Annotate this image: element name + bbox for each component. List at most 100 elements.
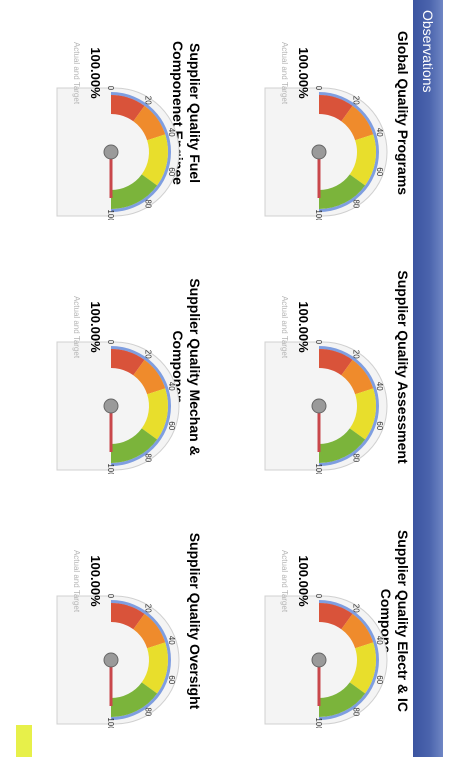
gauge-band — [319, 95, 353, 122]
gauge-tick-label: 60 — [167, 421, 176, 430]
gauge-tick-label: 20 — [144, 350, 153, 359]
gauge-tick-labels: 0 20 40 60 80 100 — [314, 86, 384, 220]
gauge-card[interactable]: Supplier Quality Assessment 0 20 40 60 80 100… — [211, 262, 411, 474]
gauge-value: 100.00% — [88, 301, 103, 353]
gauge-tick-label: 80 — [352, 199, 361, 208]
gauge-tick-label: 100 — [314, 717, 323, 728]
needle-hub — [311, 398, 327, 414]
gauge-tick-label: 60 — [375, 675, 384, 684]
gauge-band — [341, 359, 374, 395]
gauge-tick-label: 60 — [375, 421, 384, 430]
gauge-tick-label: 60 — [167, 675, 176, 684]
gauge-tick-label: 20 — [352, 604, 361, 613]
needle-hub — [103, 652, 119, 668]
gauge-tick-label: 100 — [106, 463, 115, 474]
gauge-caption: Actual and Target — [72, 295, 81, 359]
gauge-band — [319, 349, 353, 376]
gauge-band — [111, 95, 145, 122]
gauge-dial: 0 20 40 60 80 100 — [264, 340, 388, 474]
gauge-caption: Actual and Target — [280, 295, 289, 359]
gauge-card[interactable]: Supplier Quality Fuel Componenet Enginee… — [3, 8, 203, 220]
gauge-tick-label: 0 — [314, 340, 323, 345]
gauge-band — [319, 682, 366, 717]
gauge-bands — [319, 600, 379, 720]
gauge-bands — [319, 92, 379, 212]
gauge-tick-label: 80 — [352, 707, 361, 716]
gauge-band — [141, 388, 169, 440]
gauge-band — [341, 613, 374, 649]
gauge-band — [111, 428, 158, 463]
gauge-tick-label: 60 — [167, 167, 176, 176]
gauge-tick-label: 40 — [167, 636, 176, 645]
gauge-band — [133, 105, 166, 141]
gauge-tick-label: 0 — [106, 86, 115, 91]
gauge-band — [111, 174, 158, 209]
gauge-dial: 0 20 40 60 80 100 — [264, 594, 388, 728]
gauge-band — [349, 134, 377, 186]
gauge-band — [319, 174, 366, 209]
gauge-band — [349, 642, 377, 694]
gauge-tick-label: 0 — [314, 86, 323, 91]
gauge-value: 100.00% — [88, 47, 103, 99]
gauge-tick-label: 40 — [375, 636, 384, 645]
gauge-caption: Actual and Target — [280, 549, 289, 613]
gauge-tick-label: 100 — [314, 463, 323, 474]
gauge-band — [319, 603, 353, 630]
needle-hub — [103, 398, 119, 414]
gauge-card[interactable]: Global Quality Programs 0 20 40 60 80 100 100… — [211, 8, 411, 220]
gauge-tick-label: 80 — [144, 199, 153, 208]
gauge-value: 100.00% — [88, 555, 103, 607]
needle-hub — [311, 144, 327, 160]
gauge-tick-label: 20 — [352, 350, 361, 359]
gauge-tick-label: 80 — [144, 453, 153, 462]
gauge-value: 100.00% — [296, 47, 311, 99]
gauge-bands — [111, 600, 171, 720]
gauge-tick-labels: 0 20 40 60 80 100 — [314, 340, 384, 474]
gauge-tick-labels: 0 20 40 60 80 100 — [106, 86, 176, 220]
gauge-tick-label: 100 — [106, 209, 115, 220]
gauge-tick-label: 0 — [106, 594, 115, 599]
gauge-tick-label: 80 — [144, 707, 153, 716]
gauge-caption: Actual and Target — [72, 549, 81, 613]
gauge-tick-labels: 0 20 40 60 80 100 — [314, 594, 384, 728]
gauge-card[interactable]: Supplier Quality Mechan & Componen 0 20 40… — [3, 262, 203, 474]
gauge-band — [133, 359, 166, 395]
gauge-value: 100.00% — [296, 301, 311, 353]
gauge-band — [349, 388, 377, 440]
gauge-dial: 0 20 40 60 80 100 — [56, 86, 180, 220]
gauge-tick-labels: 0 20 40 60 80 100 — [106, 340, 176, 474]
needle-hub — [103, 144, 119, 160]
gauge-tick-label: 60 — [375, 167, 384, 176]
gauge-tick-label: 40 — [375, 382, 384, 391]
gauge-tick-label: 20 — [144, 604, 153, 613]
gauge-band — [111, 682, 158, 717]
observations-header: Observations — [413, 0, 443, 757]
gauge-band — [319, 428, 366, 463]
gauge-dial: 0 20 40 60 80 100 — [56, 594, 180, 728]
gauge-band — [111, 603, 145, 630]
highlight-marker — [16, 725, 32, 757]
gauge-band — [341, 105, 374, 141]
gauge-card[interactable]: Supplier Quality Oversight 0 20 40 60 80 100 … — [3, 516, 203, 728]
gauge-bands — [319, 346, 379, 466]
gauge-band — [133, 613, 166, 649]
gauge-tick-label: 80 — [352, 453, 361, 462]
needle-hub — [311, 652, 327, 668]
gauge-dial: 0 20 40 60 80 100 — [56, 340, 180, 474]
gauge-tick-label: 40 — [167, 382, 176, 391]
gauge-tick-label: 0 — [314, 594, 323, 599]
header-title: Observations — [420, 10, 436, 93]
gauge-band — [111, 349, 145, 376]
gauge-bands — [111, 92, 171, 212]
gauge-tick-label: 40 — [375, 128, 384, 137]
gauge-tick-label: 100 — [106, 717, 115, 728]
gauge-tick-label: 100 — [314, 209, 323, 220]
gauge-tick-label: 40 — [167, 128, 176, 137]
gauge-bands — [111, 346, 171, 466]
gauge-band — [141, 642, 169, 694]
gauge-card[interactable]: Supplier Quality Electr & IC Compone 0 20… — [211, 516, 411, 728]
gauge-tick-label: 0 — [106, 340, 115, 345]
gauge-caption: Actual and Target — [280, 41, 289, 105]
